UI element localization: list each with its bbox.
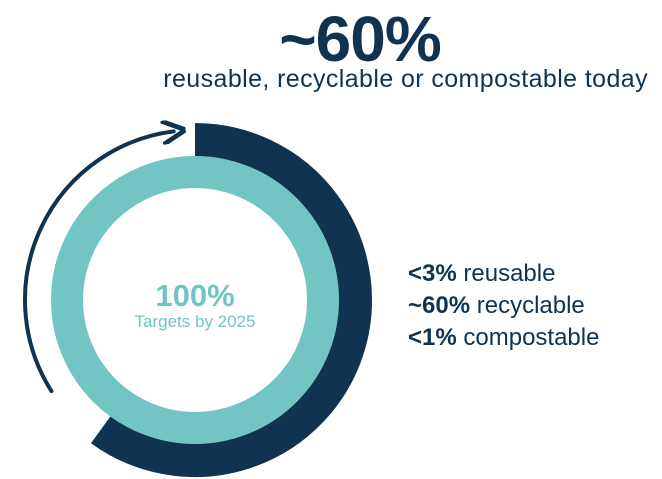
breakdown-item-compostable: <1% compostable — [408, 322, 662, 354]
current-share-arc — [90, 123, 372, 477]
headline-subtitle: reusable, recyclable or compostable toda… — [163, 65, 648, 93]
target-value: 100% — [155, 278, 235, 313]
target-caption: Targets by 2025 — [134, 312, 256, 331]
center-label: 100% Targets by 2025 — [90, 280, 300, 332]
breakdown-label: recyclable — [476, 292, 585, 319]
breakdown-value: <3% — [408, 260, 457, 287]
breakdown-label: compostable — [463, 324, 600, 351]
breakdown-item-recyclable: ~60% recyclable — [408, 290, 662, 322]
target-ring — [51, 156, 339, 444]
headline-value: ~60% — [279, 3, 441, 75]
breakdown-item-reusable: <3% reusable — [408, 258, 662, 290]
breakdown-label: reusable — [463, 260, 556, 287]
breakdown-value: ~60% — [408, 292, 471, 319]
progress-arrow-icon — [22, 131, 174, 394]
breakdown-list: <3% reusable ~60% recyclable <1% compost… — [408, 258, 662, 354]
breakdown-value: <1% — [408, 324, 457, 351]
